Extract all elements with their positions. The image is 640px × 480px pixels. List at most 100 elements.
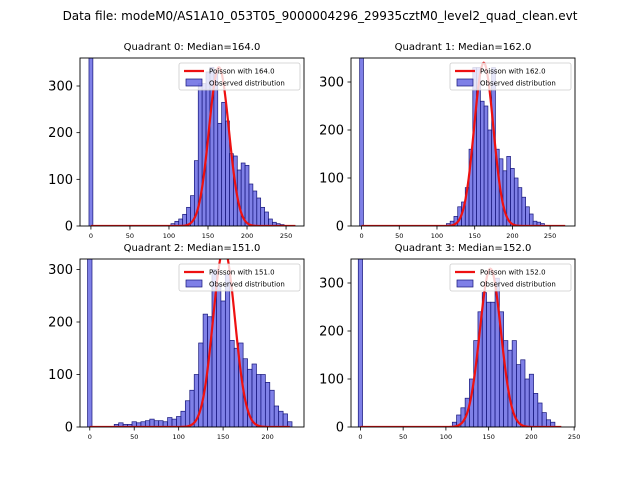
subplot-title: Quadrant 1: Median=162.0 [395, 42, 532, 53]
legend-poisson-label: Poisson with 164.0 [209, 68, 275, 76]
legend-bar-swatch [456, 279, 474, 288]
histogram-bar [256, 197, 262, 226]
histogram-bar [521, 196, 526, 226]
y-tick-label: 0 [65, 421, 73, 436]
y-tick-label: 0 [65, 220, 73, 235]
histogram-bar [176, 416, 182, 427]
x-tick-label: 250 [568, 433, 580, 441]
histogram-bar [524, 378, 530, 427]
y-tick-label: 300 [48, 80, 73, 95]
x-tick-label: 0 [358, 433, 362, 441]
legend-box [178, 62, 301, 91]
subplot-title: Quadrant 0: Median=164.0 [124, 42, 261, 53]
subplot-title: Quadrant 2: Median=151.0 [124, 243, 261, 254]
y-tick-label: 0 [336, 421, 344, 436]
legend: Poisson with 164.0 Observed distribution [178, 62, 301, 91]
y-tick-label: 300 [319, 277, 344, 292]
y-tick-label: 300 [48, 263, 73, 278]
subplot-0: 0 50 100 150 200 250 0 100 200 300 Quadrant 0: Med… [48, 42, 305, 240]
histogram-bar [167, 417, 173, 427]
legend-box [449, 62, 572, 91]
legend: Poisson with 162.0 Observed distribution [449, 62, 572, 91]
x-tick-label: 150 [468, 232, 480, 240]
histogram-bar [278, 410, 284, 427]
subplot-3: 0 50 100 150 200 250 0 100 200 300 Quadrant 3: Med… [319, 243, 580, 441]
figure-title: Data file: modeM0/AS1A10_053T05_90000042… [63, 9, 578, 23]
x-tick-label: 0 [359, 232, 363, 240]
histogram-bar [171, 418, 177, 427]
x-tick-label: 50 [399, 433, 407, 441]
histogram-bar [213, 71, 219, 226]
histogram-bar [510, 168, 515, 226]
histogram-bar [483, 105, 489, 226]
legend-poisson-label: Poisson with 162.0 [480, 68, 546, 76]
poisson-curve [89, 259, 290, 427]
legend-observed-label: Observed distribution [209, 281, 285, 289]
histogram-bar [550, 421, 556, 427]
histogram-bar [357, 259, 363, 427]
histogram-bar [149, 418, 155, 427]
histogram-bar [217, 122, 223, 226]
x-tick-label: 200 [241, 232, 253, 240]
histogram-bar [260, 206, 265, 226]
histogram-bar [533, 393, 539, 427]
legend: Poisson with 152.0 Observed distribution [449, 263, 572, 292]
poisson-curve [361, 61, 566, 226]
histogram-bar [248, 183, 254, 226]
y-tick-label: 200 [319, 124, 344, 139]
subplot-2: 0 50 100 150 200 0 100 200 300 Quadrant 2: Median… [48, 243, 305, 441]
histogram-bar [244, 164, 250, 226]
histogram-bar [541, 412, 547, 427]
histogram-bar [216, 284, 222, 427]
histogram-bar [525, 206, 530, 226]
x-tick-label: 150 [217, 433, 229, 441]
y-tick-label: 300 [319, 76, 344, 91]
histogram-bar [264, 382, 271, 427]
legend-observed-label: Observed distribution [209, 80, 285, 88]
x-tick-label: 200 [261, 433, 273, 441]
x-tick-label: 100 [440, 433, 452, 441]
histogram-bar [479, 100, 485, 226]
x-tick-label: 250 [544, 232, 556, 240]
y-tick-label: 200 [319, 325, 344, 340]
histogram-bar [516, 364, 522, 427]
x-tick-label: 50 [126, 232, 134, 240]
histogram-bar [220, 300, 226, 427]
histogram-bar [260, 374, 266, 427]
histogram-bar [256, 374, 262, 427]
axes-frame [350, 57, 576, 227]
x-tick-label: 200 [506, 232, 518, 240]
axes-frame [350, 258, 576, 428]
histogram-bar [264, 211, 269, 226]
y-tick-label: 100 [48, 173, 73, 188]
plot-area [87, 259, 293, 427]
legend-bar-swatch [456, 78, 474, 87]
legend-observed-label: Observed distribution [480, 281, 556, 289]
histogram-bar [189, 389, 195, 427]
histogram-bar [251, 363, 257, 427]
histogram-bar [224, 274, 231, 427]
legend-poisson-label: Poisson with 151.0 [209, 269, 275, 277]
legend-bar-swatch [185, 78, 203, 87]
legend: Poisson with 151.0 Observed distribution [178, 263, 301, 292]
x-tick-label: 50 [395, 232, 403, 240]
histogram-bar [520, 359, 526, 427]
y-tick-label: 0 [336, 220, 344, 235]
histogram-bar [233, 347, 240, 427]
legend-box [178, 263, 301, 292]
histogram-bar [221, 101, 226, 226]
axes-frame [79, 57, 305, 227]
subplot-title: Quadrant 3: Median=152.0 [395, 243, 532, 254]
histogram-bar [490, 301, 496, 427]
x-tick-label: 0 [89, 232, 93, 240]
x-tick-label: 0 [88, 433, 92, 441]
legend-bar-swatch [185, 279, 203, 288]
histogram-bar [513, 177, 519, 226]
subplot-1: 0 50 100 150 200 250 0 100 200 300 Quadrant 1: Med… [319, 42, 576, 240]
histogram-bar [273, 405, 280, 427]
histogram-bar [87, 259, 93, 427]
x-tick-label: 250 [280, 232, 292, 240]
x-tick-label: 100 [163, 232, 175, 240]
histogram-bar [540, 223, 545, 226]
